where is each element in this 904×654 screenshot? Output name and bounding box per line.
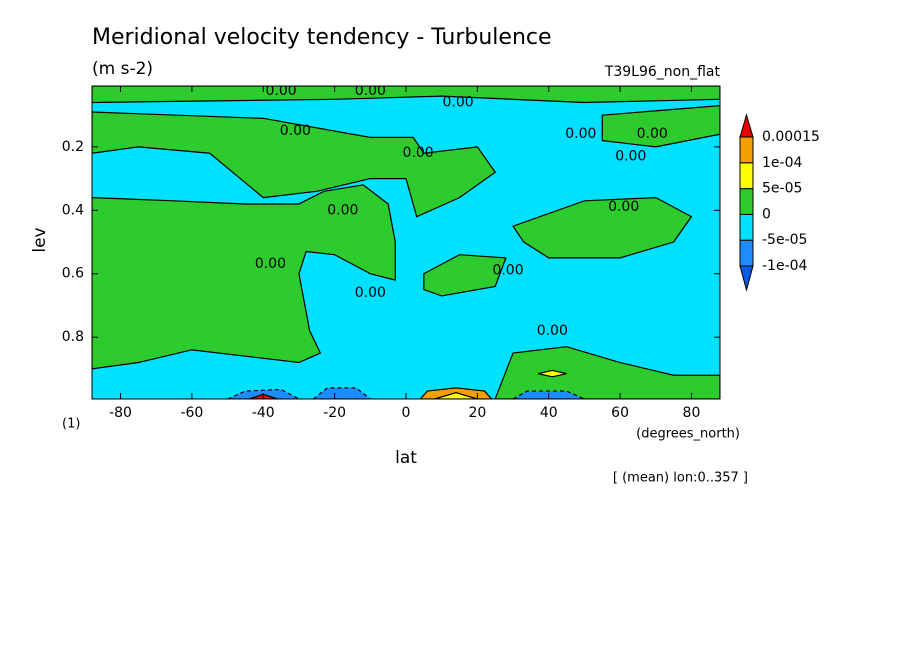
x-tick-label: -20 <box>323 405 346 421</box>
y-tick-label: 0.4 <box>62 202 84 218</box>
chart-subtitle: (m s-2) <box>92 59 153 79</box>
contour-region <box>423 254 507 297</box>
contour-label: 0.00 <box>266 83 297 99</box>
colorbar-label: 5e-05 <box>762 181 802 197</box>
x-tick-label: -40 <box>252 405 275 421</box>
x-axis-label: lat <box>395 448 417 468</box>
contour-label: 0.00 <box>637 126 668 142</box>
contour-region <box>92 86 720 104</box>
colorbar-label: 1e-04 <box>762 155 802 171</box>
colorbar-label: -1e-04 <box>762 258 808 274</box>
contour-region <box>434 392 478 399</box>
y-axis-label: lev <box>30 227 50 252</box>
x-tick-label: -80 <box>109 405 132 421</box>
colorbar-box <box>739 188 754 215</box>
contour-label: 0.00 <box>280 123 311 139</box>
contour-label: 0.00 <box>403 145 434 161</box>
x-tick-label: 40 <box>540 405 558 421</box>
x-tick-label: 20 <box>468 405 486 421</box>
y-tick-label: 0.6 <box>62 266 84 282</box>
x-tick-label: -60 <box>180 405 203 421</box>
y-tick-label: 0.8 <box>62 329 84 345</box>
colorbar-label: -5e-05 <box>762 232 807 248</box>
contour-label: 0.00 <box>355 83 386 99</box>
x-units: (degrees_north) <box>636 427 740 442</box>
contour-label: 0.00 <box>327 202 358 218</box>
contour-label: 0.00 <box>565 126 596 142</box>
y-units: (1) <box>62 417 80 432</box>
x-tick-label: 60 <box>611 405 629 421</box>
colorbar-box <box>739 162 754 190</box>
contour-label: 0.00 <box>492 263 523 279</box>
y-tick-label: 0.2 <box>62 139 84 155</box>
colorbar-box <box>739 213 754 241</box>
colorbar-box <box>739 239 754 267</box>
colorbar-label: 0 <box>762 206 771 222</box>
colorbar-box <box>739 136 754 164</box>
x-tick-label: 80 <box>683 405 701 421</box>
chart-title: Meridional velocity tendency - Turbulenc… <box>92 25 552 50</box>
note: [ (mean) lon:0..357 ] <box>613 471 748 486</box>
contour-label: 0.00 <box>255 256 286 272</box>
contour-region <box>494 346 720 399</box>
colorbar-cap <box>739 113 754 138</box>
contour-region <box>601 105 720 148</box>
plot-area: 0.00 0.00 0.00 0.00 0.00 0.00 0.00 0.00 0.00 0.00… <box>92 83 720 399</box>
contour-region <box>92 111 497 218</box>
contour-region <box>92 184 396 370</box>
contour-label: 0.00 <box>615 148 646 164</box>
x-tick-label: 0 <box>402 405 411 421</box>
contour-region <box>512 197 693 259</box>
contour-label: 0.00 <box>537 323 568 339</box>
contour-label: 0.00 <box>443 94 474 110</box>
colorbar-label: 0.00015 <box>762 129 820 145</box>
run-label: T39L96_non_flat <box>604 64 721 80</box>
contour-label: 0.00 <box>355 285 386 301</box>
contour-region <box>312 387 372 399</box>
contour-region <box>537 369 567 378</box>
contour-label: 0.00 <box>608 199 639 215</box>
colorbar-cap <box>739 265 754 292</box>
